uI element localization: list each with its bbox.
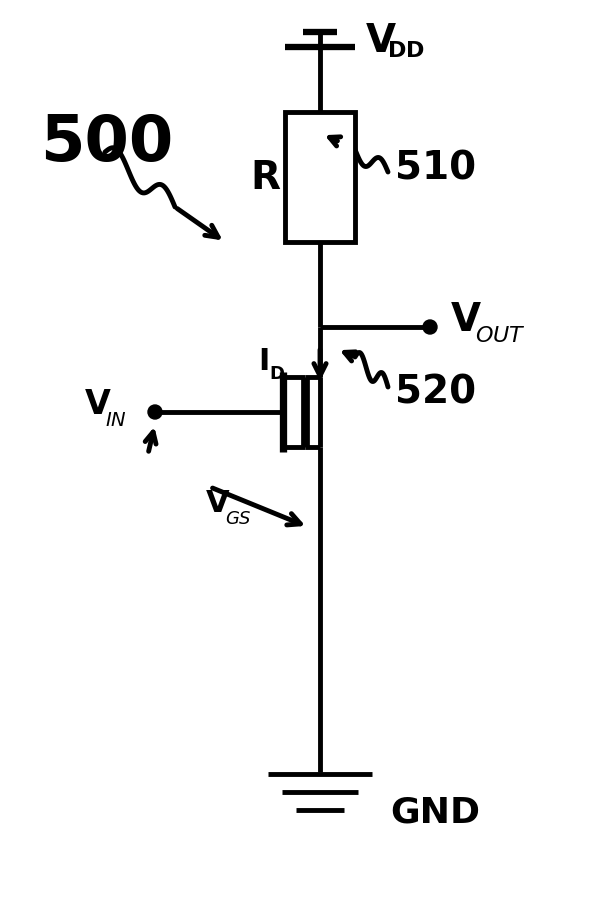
Text: $\mathbf{V}$: $\mathbf{V}$ — [84, 388, 112, 421]
Text: 510: 510 — [395, 149, 476, 187]
Text: $\mathbf{I}$: $\mathbf{I}$ — [257, 346, 268, 375]
Text: R: R — [250, 159, 280, 197]
Circle shape — [423, 320, 437, 335]
Text: $\mathbf{D}$: $\mathbf{D}$ — [269, 364, 285, 382]
Text: $\mathbf{V}$: $\mathbf{V}$ — [450, 300, 482, 338]
Bar — [285, 113, 355, 243]
Text: $\mathbf{V}$: $\mathbf{V}$ — [365, 22, 397, 60]
Text: 500: 500 — [40, 112, 173, 174]
Circle shape — [148, 406, 162, 419]
Text: 520: 520 — [395, 373, 476, 411]
Text: $\mathit{IN}$: $\mathit{IN}$ — [105, 410, 127, 429]
Text: GND: GND — [390, 796, 480, 829]
Text: $\mathit{OUT}$: $\mathit{OUT}$ — [475, 326, 526, 345]
Text: $\mathit{GS}$: $\mathit{GS}$ — [225, 510, 252, 528]
Text: $\mathbf{V}$: $\mathbf{V}$ — [205, 488, 231, 517]
Text: $\mathbf{DD}$: $\mathbf{DD}$ — [387, 41, 425, 61]
